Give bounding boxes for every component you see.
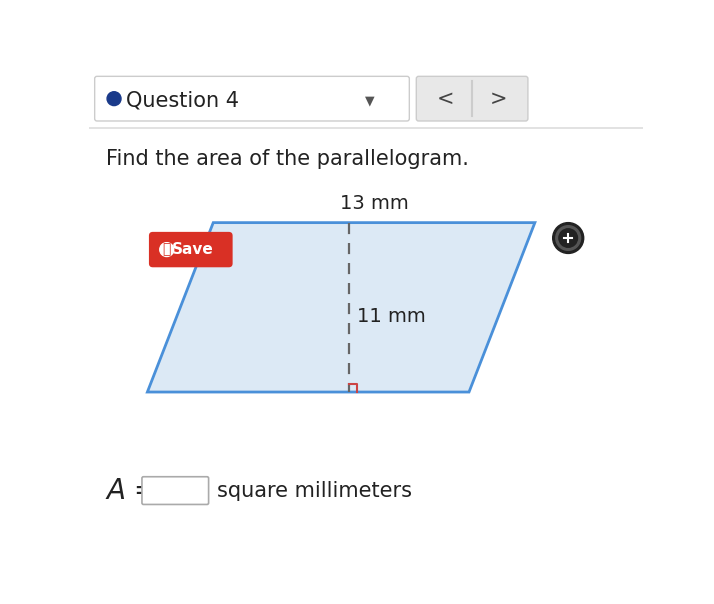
Text: square millimeters: square millimeters <box>217 481 412 501</box>
Text: 11 mm: 11 mm <box>356 307 426 326</box>
FancyBboxPatch shape <box>416 76 528 121</box>
Text: <: < <box>437 89 455 109</box>
Text: ▼: ▼ <box>365 94 375 108</box>
Text: 13 mm: 13 mm <box>340 194 408 213</box>
FancyBboxPatch shape <box>95 76 409 121</box>
Text: >: > <box>490 89 507 109</box>
Text: Question 4: Question 4 <box>126 90 239 110</box>
Circle shape <box>553 223 584 254</box>
Text: Find the area of the parallelogram.: Find the area of the parallelogram. <box>106 149 469 170</box>
Text: Save: Save <box>172 242 214 257</box>
Circle shape <box>559 229 578 247</box>
Text: A =: A = <box>106 477 157 504</box>
FancyBboxPatch shape <box>149 232 233 268</box>
Polygon shape <box>147 223 535 392</box>
FancyBboxPatch shape <box>142 477 208 504</box>
Circle shape <box>107 92 121 106</box>
Circle shape <box>160 243 174 257</box>
Text: ⓟ: ⓟ <box>163 243 171 257</box>
Circle shape <box>555 226 580 250</box>
